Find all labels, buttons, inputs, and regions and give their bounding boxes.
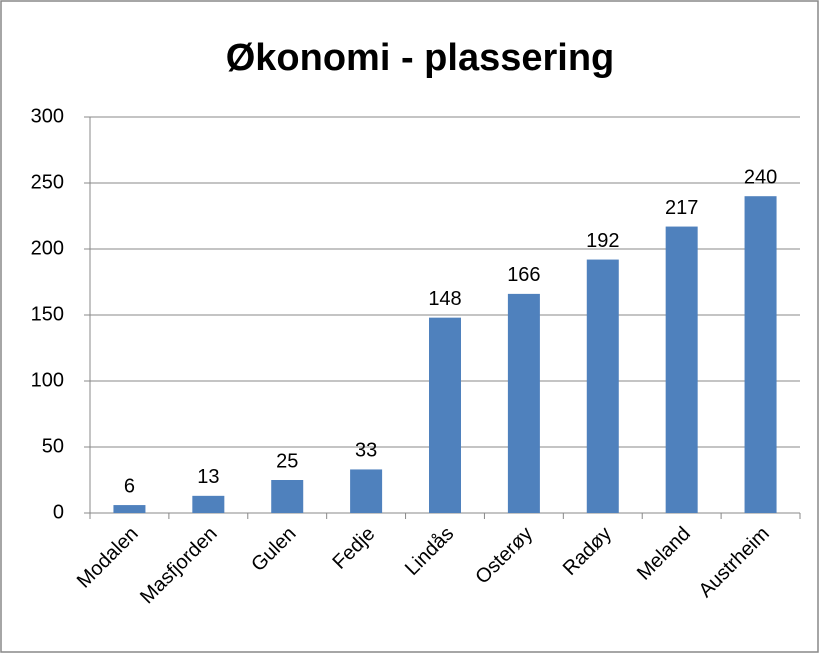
y-tick-label: 300 <box>31 105 64 127</box>
chart-title: Økonomi - plassering <box>226 37 615 79</box>
y-tick-label: 150 <box>31 303 64 325</box>
data-label: 148 <box>428 288 461 310</box>
bar <box>192 495 225 513</box>
bar <box>429 317 461 513</box>
data-label: 240 <box>744 166 777 188</box>
bar <box>271 480 304 513</box>
bar <box>744 196 777 513</box>
y-tick-label: 50 <box>42 435 64 457</box>
data-label: 166 <box>507 264 540 286</box>
y-tick-label: 100 <box>31 369 64 391</box>
bar <box>586 259 619 513</box>
bar <box>665 226 698 513</box>
data-label: 33 <box>355 440 377 462</box>
data-label: 6 <box>124 475 135 497</box>
data-label: 192 <box>586 230 619 252</box>
y-tick-label: 0 <box>53 501 64 523</box>
bar <box>507 293 540 513</box>
y-tick-label: 250 <box>31 171 64 193</box>
y-tick-label: 200 <box>31 237 64 259</box>
data-label: 217 <box>665 197 698 219</box>
data-label: 25 <box>276 450 298 472</box>
bar <box>350 469 383 513</box>
bar <box>113 505 146 513</box>
data-label: 13 <box>197 466 219 488</box>
